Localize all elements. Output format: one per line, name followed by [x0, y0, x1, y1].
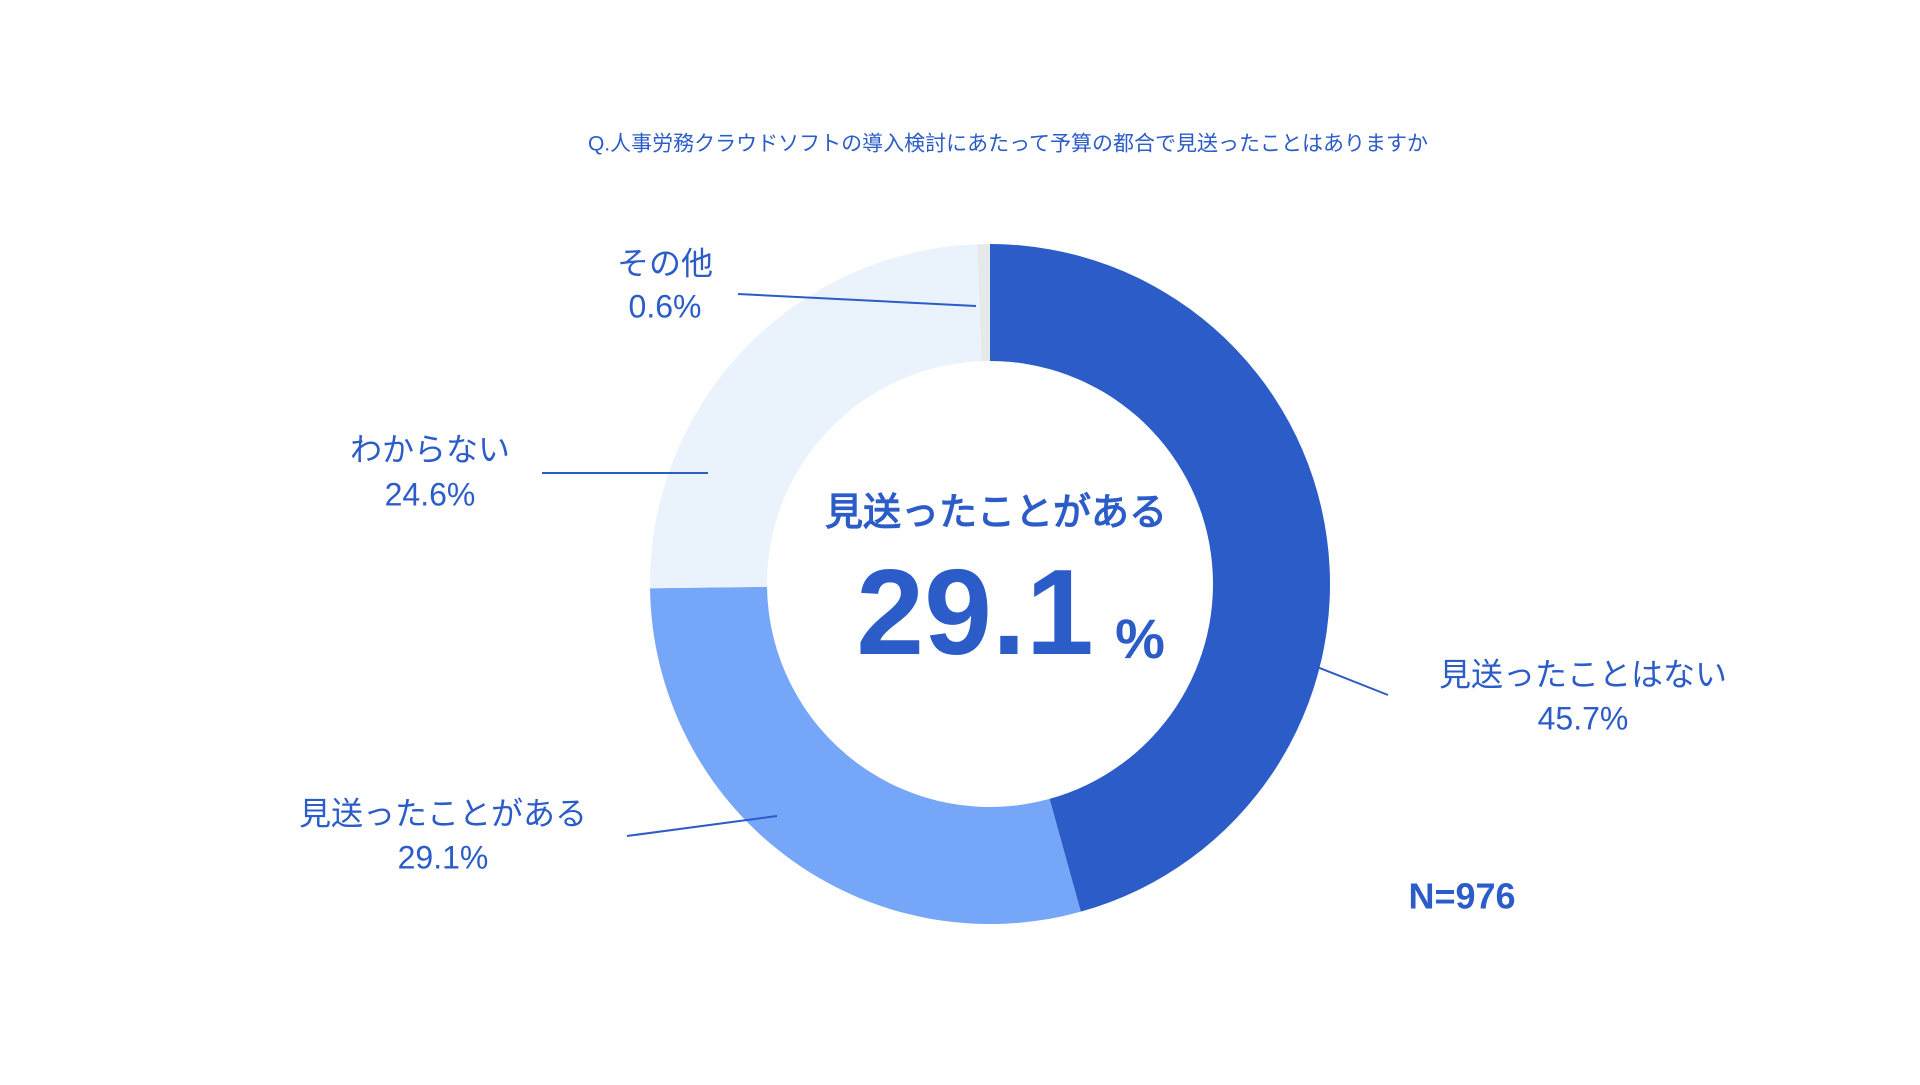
donut-slice [977, 244, 990, 362]
center-label: 見送ったことがある [825, 492, 1167, 534]
leader-line [737, 293, 977, 307]
slice-value-label: 0.6% [629, 288, 702, 324]
center-value: 29.1 [856, 544, 1093, 680]
leader-line [1263, 645, 1389, 696]
donut-slice [650, 244, 982, 589]
chart-title: Q.人事労務クラウドソフトの導入検討にあたって予算の都合で見送ったことはあります… [588, 133, 1428, 156]
slice-label: 見送ったことはない [1439, 656, 1727, 692]
slice-value-label: 29.1% [398, 839, 489, 875]
donut-slice [990, 244, 1331, 912]
note: N=976 [1408, 876, 1515, 917]
slice-label: 見送ったことがある [299, 795, 587, 831]
leader-line [626, 815, 778, 837]
slice-label: わからない [350, 431, 510, 467]
donut-slice [650, 586, 1081, 924]
center-unit: % [1115, 607, 1165, 670]
slice-value-label: 24.6% [385, 476, 476, 512]
slice-label: その他 [617, 245, 713, 281]
slice-value-label: 45.7% [1538, 700, 1629, 736]
